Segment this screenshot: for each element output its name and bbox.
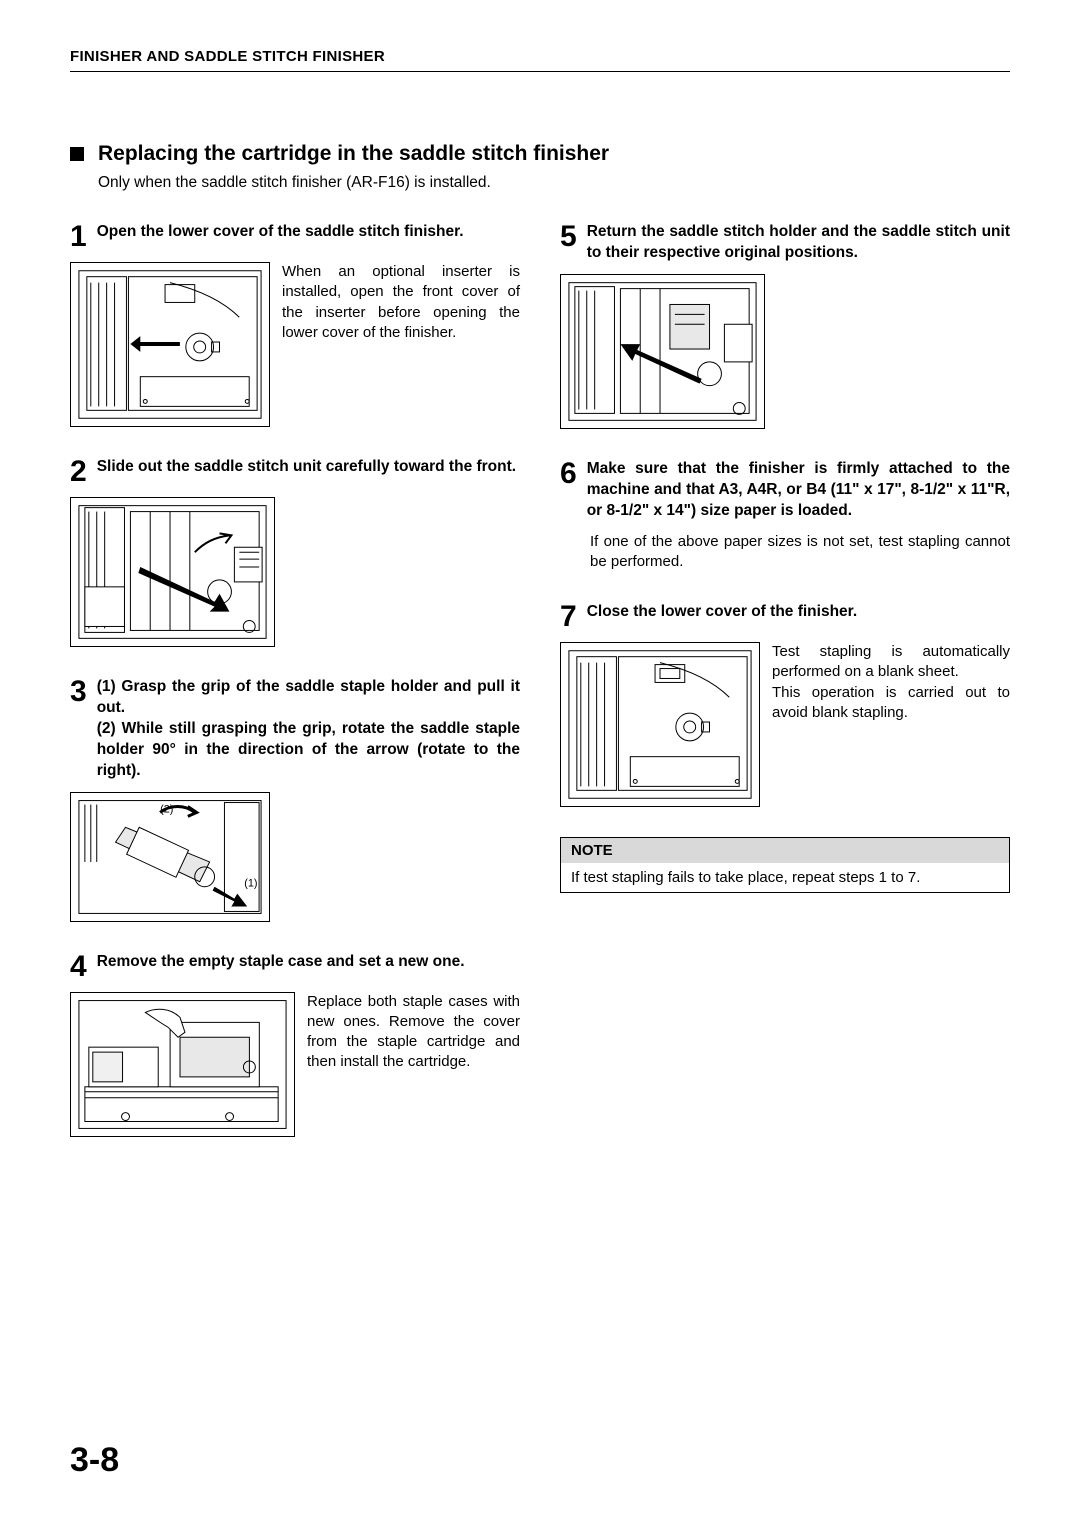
step-body-text: Replace both staple cases with new ones.… <box>307 992 520 1137</box>
step-title: Close the lower cover of the finisher. <box>587 602 1010 623</box>
page-number: 3-8 <box>70 1441 119 1480</box>
step-2: 2 Slide out the saddle stitch unit caref… <box>70 457 520 647</box>
step-title: Return the saddle stitch holder and the … <box>587 222 1010 264</box>
step-1: 1 Open the lower cover of the saddle sti… <box>70 222 520 427</box>
step-title: Remove the empty staple case and set a n… <box>97 952 520 973</box>
step-3: 3 (1) Grasp the grip of the saddle stapl… <box>70 677 520 922</box>
step-number: 4 <box>70 952 87 982</box>
step-5: 5 Return the saddle stitch holder and th… <box>560 222 1010 429</box>
illustration-step3: (2) (1) <box>70 792 270 922</box>
step-title: Open the lower cover of the saddle stitc… <box>97 222 520 243</box>
illustration-step4 <box>70 992 295 1137</box>
step-number: 2 <box>70 457 87 487</box>
step-7: 7 Close the lower cover of the finisher. <box>560 602 1010 807</box>
header-title: FINISHER AND SADDLE STITCH FINISHER <box>70 48 1010 65</box>
note-box: NOTE If test stapling fails to take plac… <box>560 837 1010 893</box>
note-label: NOTE <box>561 838 1009 863</box>
note-body: If test stapling fails to take place, re… <box>561 863 1009 892</box>
step-title: Make sure that the finisher is firmly at… <box>587 459 1010 522</box>
step-number: 1 <box>70 222 87 252</box>
section-title: Replacing the cartridge in the saddle st… <box>98 142 609 166</box>
step-title: (1) Grasp the grip of the saddle staple … <box>97 677 520 782</box>
step-number: 5 <box>560 222 577 252</box>
illustration-step5 <box>560 274 765 429</box>
step-body-text: If one of the above paper sizes is not s… <box>590 532 1010 573</box>
left-column: 1 Open the lower cover of the saddle sti… <box>70 222 520 1167</box>
header-rule <box>70 71 1010 72</box>
step-body-text: When an optional inserter is installed, … <box>282 262 520 427</box>
right-column: 5 Return the saddle stitch holder and th… <box>560 222 1010 1167</box>
illus-label-2: (2) <box>160 803 173 815</box>
illus-label-1: (1) <box>244 877 257 889</box>
section-heading: Replacing the cartridge in the saddle st… <box>70 142 1010 166</box>
step-title: Slide out the saddle stitch unit careful… <box>97 457 520 478</box>
step-6: 6 Make sure that the finisher is firmly … <box>560 459 1010 572</box>
step-4: 4 Remove the empty staple case and set a… <box>70 952 520 1137</box>
step-body-text: Test stapling is automatically performed… <box>772 642 1010 807</box>
bullet-square-icon <box>70 147 84 161</box>
illustration-step2 <box>70 497 275 647</box>
step-number: 3 <box>70 677 87 707</box>
illustration-step7 <box>560 642 760 807</box>
section-subtitle: Only when the saddle stitch finisher (AR… <box>98 174 1010 192</box>
step-number: 6 <box>560 459 577 489</box>
content-columns: 1 Open the lower cover of the saddle sti… <box>70 222 1010 1167</box>
step-number: 7 <box>560 602 577 632</box>
page-header: FINISHER AND SADDLE STITCH FINISHER <box>70 48 1010 72</box>
illustration-step1 <box>70 262 270 427</box>
